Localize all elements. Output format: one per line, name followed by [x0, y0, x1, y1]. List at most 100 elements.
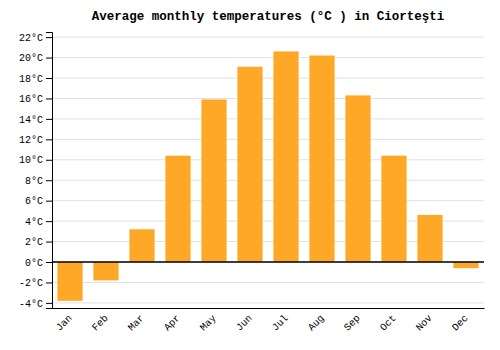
bar [345, 95, 370, 262]
bar [381, 156, 406, 262]
x-tick-label: Mar [126, 313, 147, 334]
y-tick-label: 0°C [25, 258, 43, 269]
x-tick: Feb [90, 313, 111, 334]
y-tick-mark [46, 282, 52, 283]
y-tick-label: -2°C [19, 278, 43, 289]
bar [273, 51, 298, 262]
x-tick: May [198, 313, 219, 334]
y-tick: 0°C [25, 258, 52, 269]
bar [201, 99, 226, 262]
x-tick-label: Apr [162, 313, 183, 334]
y-tick-mark [46, 37, 52, 38]
grid-line [52, 57, 484, 58]
x-tick-label: May [198, 313, 219, 334]
y-tick-label: 4°C [25, 217, 43, 228]
grid-line [52, 37, 484, 38]
zero-line [52, 261, 484, 263]
plot: -4°C -2°C 0°C 2°C 4°C 6°C 8°C 10°C 12°C 14°C 16°C 1… [19, 33, 485, 334]
y-tick-mark [46, 139, 52, 140]
grid-line [52, 282, 484, 283]
grid-line [52, 139, 484, 140]
y-tick-mark [46, 221, 52, 222]
grid [52, 37, 484, 303]
y-tick: 20°C [19, 53, 52, 64]
y-tick: 18°C [19, 74, 52, 85]
y-tick-mark [46, 58, 52, 59]
x-tick: Sep [342, 313, 363, 334]
y-tick: -4°C [19, 299, 52, 310]
title: Average monthly temperatures (°C ) in Ci… [92, 10, 445, 24]
y-tick: 8°C [25, 176, 52, 187]
grid-line [52, 180, 484, 181]
bars [57, 51, 478, 300]
y-tick-mark [46, 262, 52, 263]
x-axis: Jan Feb Mar Apr May Jun Jul Aug Sep Oct Nov Dec [53, 309, 485, 334]
x-axis-line [53, 308, 485, 309]
y-tick: 4°C [25, 217, 52, 228]
y-tick: 16°C [19, 94, 52, 105]
x-tick: Apr [162, 313, 183, 334]
x-tick-label: Aug [306, 313, 327, 334]
y-tick: -2°C [19, 278, 52, 289]
grid-line [52, 200, 484, 201]
bar [237, 67, 262, 262]
y-tick-label: 18°C [19, 74, 43, 85]
grid-line [52, 118, 484, 119]
x-tick: Aug [306, 313, 327, 334]
bar [165, 156, 190, 262]
y-tick-label: 16°C [19, 94, 43, 105]
y-tick: 2°C [25, 237, 52, 248]
x-tick-label: Jan [54, 313, 75, 334]
y-axis: -4°C -2°C 0°C 2°C 4°C 6°C 8°C 10°C 12°C 14°C 16°C 1… [19, 33, 53, 310]
y-tick-label: -4°C [19, 299, 43, 310]
y-tick-label: 10°C [19, 155, 43, 166]
x-tick-label: Jun [234, 313, 255, 334]
x-tick: Jun [234, 313, 255, 334]
bar [129, 229, 154, 262]
grid-line [52, 98, 484, 99]
x-tick: Mar [126, 313, 147, 334]
y-tick: 14°C [19, 115, 52, 126]
x-tick-label: Nov [414, 313, 435, 334]
x-tick: Dec [450, 313, 471, 334]
grid-line [52, 302, 484, 303]
bar [57, 262, 82, 301]
bar [93, 262, 118, 280]
x-tick-label: Oct [378, 313, 399, 334]
x-tick-label: Sep [342, 313, 363, 334]
y-tick-label: 20°C [19, 53, 43, 64]
y-tick: 22°C [19, 33, 52, 44]
x-tick-label: Feb [90, 313, 111, 334]
y-tick-label: 14°C [19, 115, 43, 126]
y-tick-label: 12°C [19, 135, 43, 146]
bar [309, 56, 334, 262]
y-tick: 12°C [19, 135, 52, 146]
y-axis-line [46, 33, 53, 309]
x-tick: Nov [414, 313, 435, 334]
x-tick-label: Jul [270, 313, 291, 334]
y-tick-mark [46, 98, 52, 99]
y-tick-mark [46, 201, 52, 202]
y-tick-mark [46, 303, 52, 304]
y-tick-label: 6°C [25, 196, 43, 207]
y-tick-label: 8°C [25, 176, 43, 187]
y-tick: 6°C [25, 196, 52, 207]
y-tick-label: 2°C [25, 237, 43, 248]
y-tick-mark [46, 160, 52, 161]
y-tick-mark [46, 78, 52, 79]
y-tick-label: 22°C [19, 33, 43, 44]
y-tick: 10°C [19, 155, 52, 166]
bar [417, 215, 442, 262]
x-tick: Jul [270, 313, 291, 334]
chart: -4°C -2°C 0°C 2°C 4°C 6°C 8°C 10°C 12°C 14°C 16°C 1… [0, 0, 500, 350]
y-tick-mark [46, 119, 52, 120]
grid-line [52, 159, 484, 160]
x-tick: Jan [54, 313, 75, 334]
y-tick-mark [46, 242, 52, 243]
bar [453, 262, 478, 268]
y-tick-mark [46, 180, 52, 181]
x-tick: Oct [378, 313, 399, 334]
x-tick-label: Dec [450, 313, 471, 334]
grid-line [52, 78, 484, 79]
grid-line [52, 262, 484, 263]
